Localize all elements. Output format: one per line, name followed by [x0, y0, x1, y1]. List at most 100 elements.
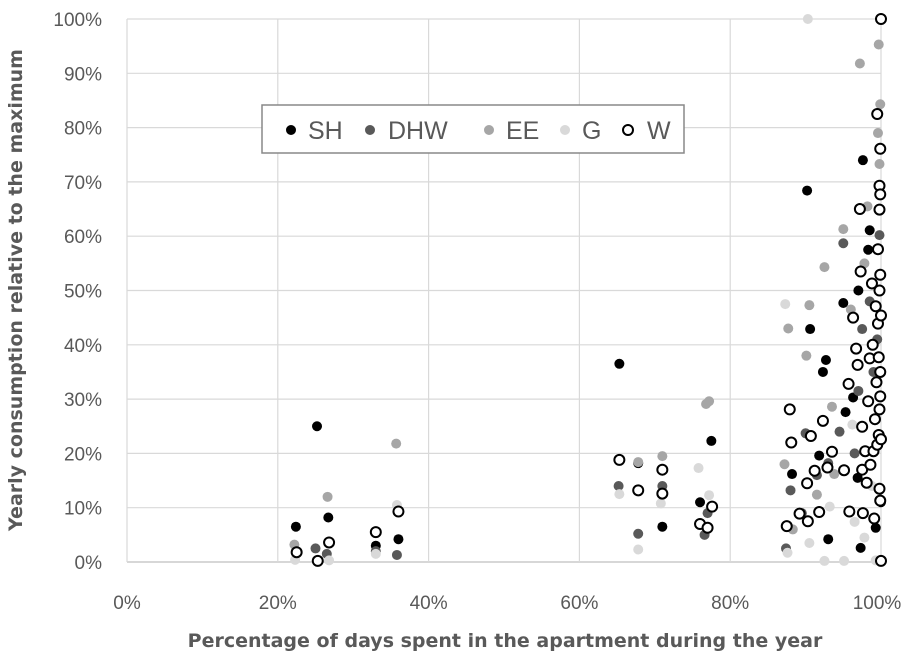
legend-box [261, 104, 685, 154]
point-w [656, 463, 669, 476]
data-points [289, 13, 887, 567]
y-tick-label: 40% [64, 336, 102, 357]
point-w [290, 546, 303, 559]
point-dhw [838, 238, 849, 249]
point-dhw [785, 485, 796, 496]
point-w [632, 484, 645, 497]
point-w [874, 494, 887, 507]
point-ee [873, 39, 884, 50]
point-sh [857, 155, 868, 166]
point-w [874, 390, 887, 403]
legend-label-sh: SH [308, 117, 343, 145]
point-w [875, 309, 887, 322]
point-w [793, 507, 806, 520]
point-g [324, 555, 335, 566]
point-g [782, 547, 793, 558]
point-w [369, 526, 382, 539]
point-w [804, 430, 817, 443]
legend-marker-g [560, 125, 570, 135]
y-tick-label: 100% [53, 10, 102, 31]
point-w [785, 436, 798, 449]
point-w [825, 445, 838, 458]
point-ee [657, 451, 668, 462]
point-w [816, 414, 829, 427]
point-w [856, 507, 869, 520]
point-sh [814, 450, 825, 461]
point-w [783, 403, 796, 416]
y-tick-label: 10% [64, 499, 102, 520]
point-w [813, 506, 826, 519]
point-w [853, 203, 866, 216]
point-sh [802, 185, 813, 196]
point-g [655, 498, 666, 509]
point-sh [863, 244, 874, 255]
y-tick-label: 90% [64, 64, 102, 85]
point-ee [826, 401, 837, 412]
point-w [706, 500, 719, 513]
point-w [851, 358, 864, 371]
point-w [860, 476, 873, 489]
point-w [874, 188, 887, 201]
point-g [802, 14, 813, 24]
point-w [872, 351, 885, 364]
point-g [633, 544, 644, 555]
point-g [847, 419, 858, 430]
x-tick-label: 20% [259, 593, 297, 614]
point-w [842, 377, 855, 390]
point-dhw [857, 324, 868, 335]
x-tick-label: 100% [853, 593, 902, 614]
point-sh [393, 534, 404, 545]
point-w [701, 521, 714, 534]
y-tick-label: 30% [64, 390, 102, 411]
point-w [870, 376, 883, 389]
point-ee [779, 459, 790, 470]
point-ee [633, 457, 644, 468]
point-sh [838, 297, 849, 308]
point-w [862, 395, 875, 408]
point-ee [704, 396, 715, 407]
point-sh [820, 355, 831, 366]
point-w [854, 265, 867, 278]
point-dhw [834, 426, 845, 437]
legend-marker-sh [286, 125, 296, 135]
point-g [824, 501, 835, 512]
point-sh [657, 521, 668, 532]
point-g [370, 548, 381, 559]
point-w [850, 342, 863, 355]
point-w [874, 268, 887, 281]
point-w [838, 464, 851, 477]
point-dhw [849, 448, 860, 459]
point-sh [695, 497, 706, 508]
point-ee [391, 438, 402, 449]
point-w [801, 477, 814, 490]
point-ee [874, 158, 885, 169]
point-w [801, 515, 814, 528]
point-sh [323, 512, 334, 523]
series-w [290, 13, 887, 567]
point-ee [838, 224, 849, 235]
point-ee [783, 323, 794, 334]
point-w [808, 464, 821, 477]
y-axis-title: Yearly consumption relative to the maxim… [5, 49, 27, 532]
point-w [869, 300, 882, 313]
point-w [875, 433, 887, 446]
point-sh [855, 542, 866, 553]
y-tick-label: 50% [64, 282, 102, 303]
point-w [865, 277, 878, 290]
point-w [875, 554, 887, 567]
point-w [871, 243, 884, 256]
point-sh [290, 521, 301, 532]
point-g [819, 555, 830, 566]
point-sh [706, 435, 717, 446]
point-sh [864, 225, 875, 236]
point-w [873, 482, 886, 495]
point-w [873, 284, 886, 297]
point-w [323, 536, 336, 549]
point-g [614, 489, 625, 500]
point-dhw [310, 543, 321, 554]
point-sh [853, 285, 864, 296]
legend-marker-w [622, 124, 634, 136]
point-w [874, 365, 887, 378]
x-tick-labels: 0% 20% 40% 60% 80% 100% [113, 593, 901, 614]
